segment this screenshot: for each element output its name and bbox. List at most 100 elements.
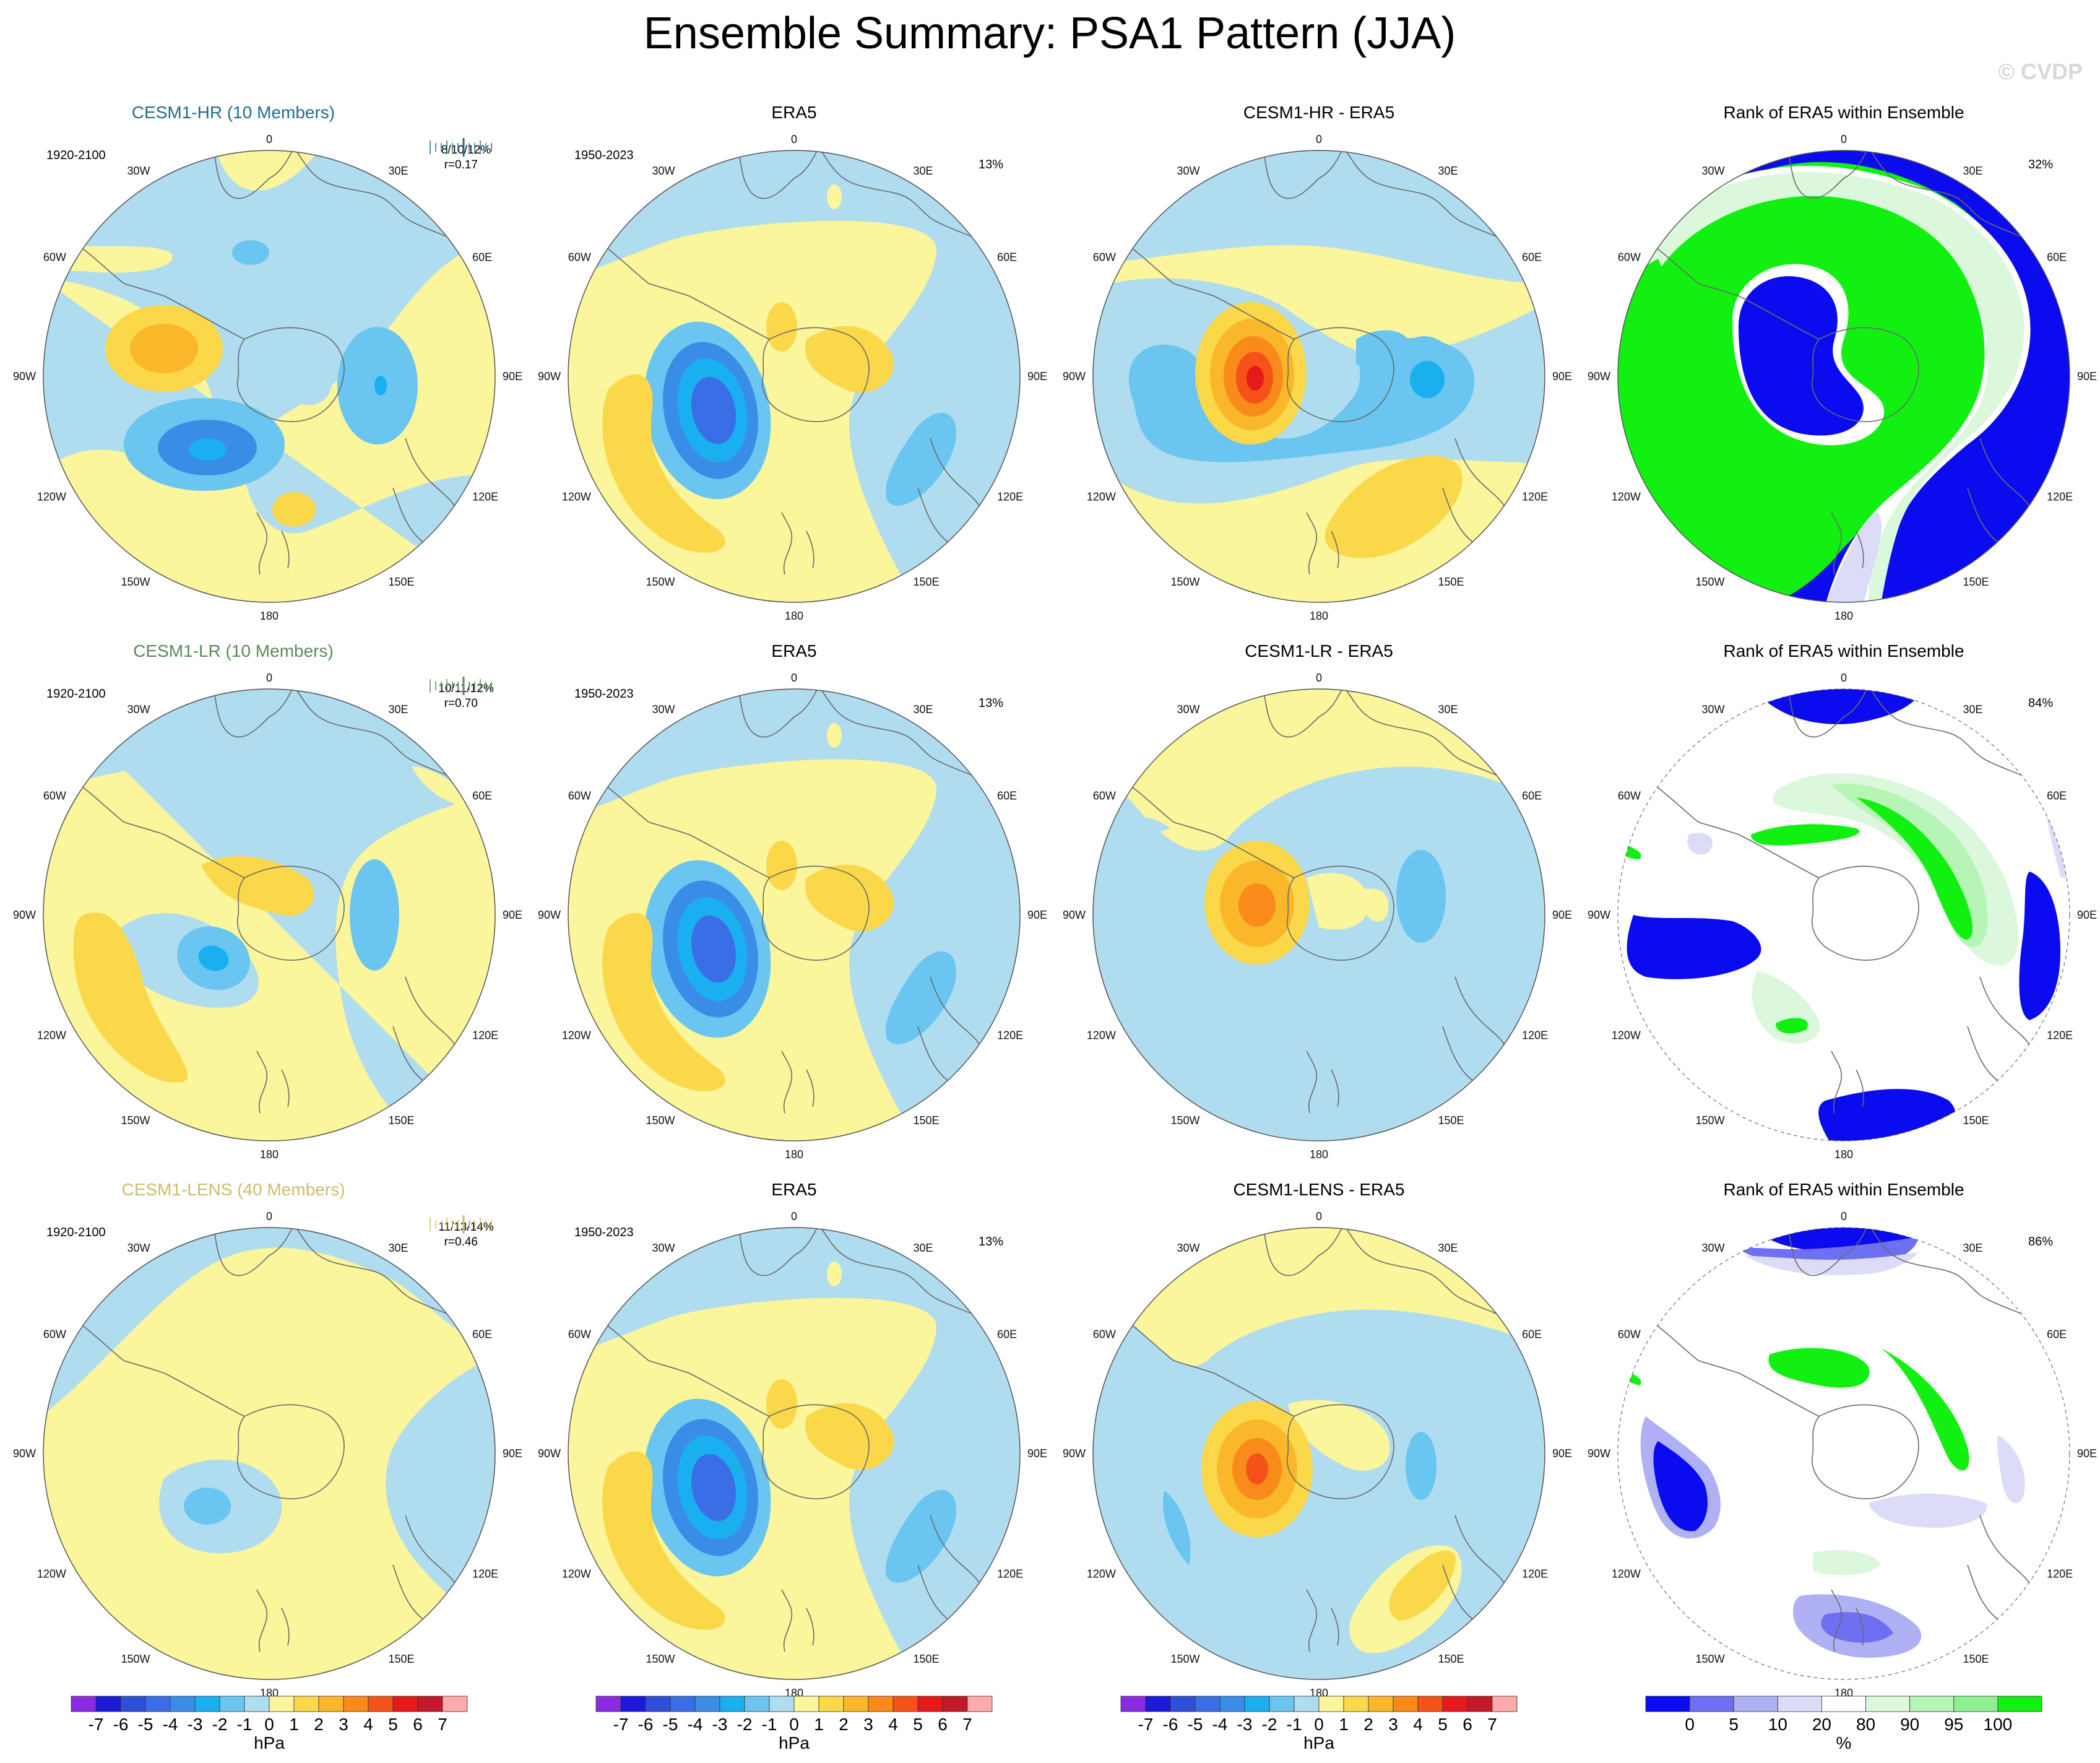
colorbar-tick-label: -5 <box>663 1715 678 1734</box>
colorbar-swatch <box>343 1696 369 1712</box>
lon-label-60W: 60W <box>43 790 66 802</box>
colorbar-tick-label: -7 <box>613 1715 629 1734</box>
colorbar-swatch <box>293 1696 319 1712</box>
figure-title: Ensemble Summary: PSA1 Pattern (JJA) <box>644 9 1456 58</box>
lon-label-120E: 120E <box>472 491 498 503</box>
lon-label-30W: 30W <box>127 165 150 177</box>
lon-label-60W: 60W <box>1093 790 1116 802</box>
colorbar-tick-label: -3 <box>188 1715 203 1734</box>
lon-label-120E: 120E <box>997 1029 1023 1042</box>
map-border <box>1092 1227 1545 1680</box>
colorbar-tick-label: -3 <box>712 1715 728 1734</box>
lon-label-60E: 60E <box>2047 790 2067 802</box>
lon-label-90E: 90E <box>2077 370 2097 383</box>
colorbar-tick-label: 80 <box>1856 1715 1875 1734</box>
colorbar-swatch <box>694 1696 720 1712</box>
lon-label-60E: 60E <box>472 1328 492 1341</box>
field-shading <box>43 689 495 1141</box>
field-shading <box>568 689 1020 1141</box>
colorbar-swatch <box>1953 1696 1998 1712</box>
colorbar-tick-label: 2 <box>839 1715 849 1734</box>
lon-label-60W: 60W <box>1618 1328 1641 1341</box>
map-border <box>43 1227 496 1680</box>
colorbar-tick-label: 90 <box>1900 1715 1919 1734</box>
colorbar-tick-label: -7 <box>89 1715 104 1734</box>
field-shading <box>568 150 1020 602</box>
colorbar-swatch <box>818 1696 844 1712</box>
panel-title: ERA5 <box>771 103 816 122</box>
lon-label-150W: 150W <box>1170 576 1199 588</box>
colorbar-tick-label: 0 <box>1314 1715 1324 1734</box>
map-border <box>43 688 496 1141</box>
lon-label-0: 0 <box>791 672 797 684</box>
field-shading <box>568 1228 1020 1679</box>
model-map-row2: 0 180 90W 90E 30W 30E 60W 60E 120W 120E 150W 150E CE… <box>13 641 522 1161</box>
colorbar-swatch <box>120 1696 146 1712</box>
lon-label-150W: 150W <box>646 1653 675 1665</box>
lon-label-30E: 30E <box>1963 703 1983 716</box>
colorbar-swatch <box>1294 1696 1320 1712</box>
colorbar-tick-label: -7 <box>1138 1715 1154 1734</box>
panel-title: CESM1-HR (10 Members) <box>132 103 335 122</box>
lon-label-180: 180 <box>260 1148 279 1161</box>
map-border <box>43 150 496 603</box>
lon-label-150E: 150E <box>389 1114 415 1127</box>
lon-label-180: 180 <box>1310 1148 1328 1161</box>
lon-label-180: 180 <box>1834 610 1853 622</box>
lon-label-30E: 30E <box>914 165 933 177</box>
colorbar-swatch <box>1442 1696 1468 1712</box>
colorbar-swatch <box>1417 1696 1443 1712</box>
colorbar-swatch <box>170 1696 196 1712</box>
lon-label-120W: 120W <box>1612 1029 1641 1042</box>
field-shading <box>1618 1228 2070 1679</box>
lon-label-150E: 150E <box>1438 1114 1464 1127</box>
lon-label-90E: 90E <box>2077 1447 2097 1460</box>
colorbar-tick-label: 95 <box>1944 1715 1963 1734</box>
period-label: 1920-2100 <box>46 149 106 162</box>
colorbar-tick-label: -6 <box>113 1715 129 1734</box>
lon-label-120W: 120W <box>562 1029 591 1042</box>
map-border <box>1617 150 2070 603</box>
lon-label-120E: 120E <box>1522 1568 1548 1580</box>
colorbar-swatch <box>269 1696 295 1712</box>
colorbar-swatch <box>318 1696 344 1712</box>
colorbar-tick-label: 6 <box>1463 1715 1472 1734</box>
lon-label-60E: 60E <box>997 1328 1017 1341</box>
lon-label-150W: 150W <box>121 1653 150 1665</box>
colorbar-swatch <box>769 1696 795 1712</box>
colorbar-swatch <box>1318 1696 1344 1712</box>
lon-label-120E: 120E <box>472 1029 498 1042</box>
lon-label-180: 180 <box>785 1148 803 1161</box>
map-border <box>568 688 1021 1141</box>
colorbar-swatch <box>1645 1696 1690 1712</box>
colorbar-tick-label: 0 <box>264 1715 274 1734</box>
colorbar-tick-label: 5 <box>388 1715 398 1734</box>
colorbar-swatch <box>392 1696 418 1712</box>
lon-label-120E: 120E <box>472 1568 498 1580</box>
colorbar-swatch <box>967 1696 993 1712</box>
colorbar-tick-label: 4 <box>1413 1715 1423 1734</box>
lon-label-90E: 90E <box>503 909 522 921</box>
colorbar-tick-label: 3 <box>339 1715 348 1734</box>
lon-label-120W: 120W <box>37 1029 66 1042</box>
colorbar-tick-label: -1 <box>237 1715 253 1734</box>
lon-label-90E: 90E <box>1552 909 1572 921</box>
lon-label-150E: 150E <box>1963 1114 1989 1127</box>
lon-label-30E: 30E <box>1963 1242 1983 1254</box>
lon-label-120E: 120E <box>2047 491 2073 503</box>
colorbar-swatch <box>1997 1696 2042 1712</box>
lon-label-30W: 30W <box>652 703 675 716</box>
lon-label-0: 0 <box>1841 672 1847 684</box>
lon-label-0: 0 <box>791 133 797 145</box>
lon-label-150W: 150W <box>1695 1114 1724 1127</box>
panel-title: ERA5 <box>771 641 816 661</box>
colorbar-tick-label: -4 <box>163 1715 178 1734</box>
lon-label-90E: 90E <box>1027 1447 1047 1460</box>
colorbar-tick-label: 0 <box>1685 1715 1695 1734</box>
period-label: 1950-2023 <box>574 1226 634 1239</box>
